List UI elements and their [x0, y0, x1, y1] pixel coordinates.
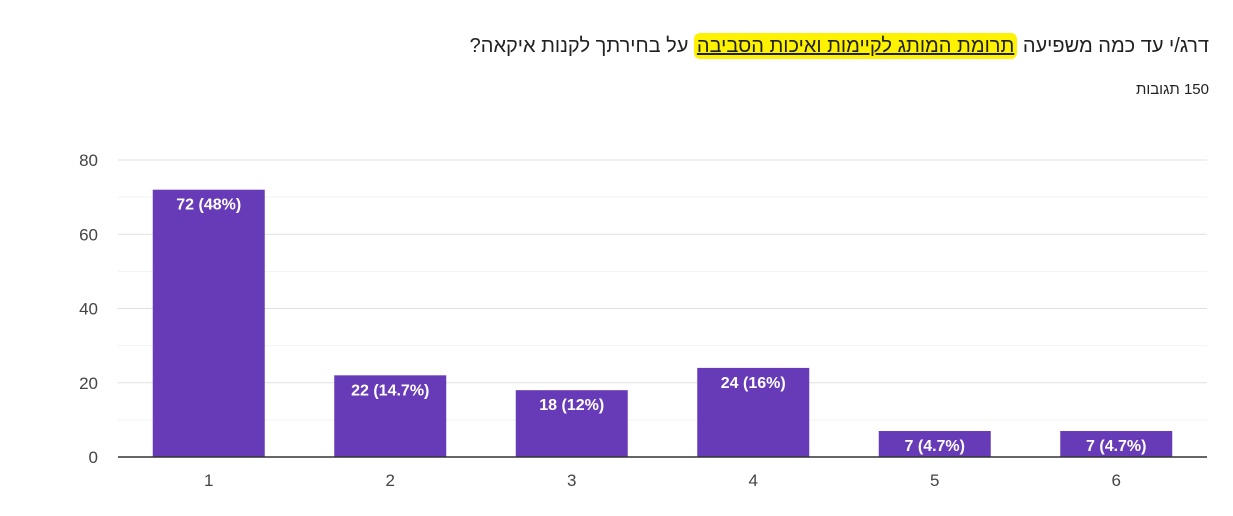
y-tick-label: 60 — [79, 225, 98, 244]
y-tick-label: 40 — [79, 300, 98, 319]
data-labels: 72 (48%) 22 (14.7%) 18 (12%) 24 (16%) 7 (4.7… — [176, 197, 1146, 455]
x-tick-label: 4 — [749, 471, 758, 490]
x-axis-ticks: 1 2 3 4 5 6 — [204, 471, 1121, 490]
y-tick-label: 0 — [89, 448, 98, 467]
data-label-6: 7 (4.7%) — [1086, 438, 1146, 455]
x-tick-label: 3 — [567, 471, 576, 490]
data-label-1: 72 (48%) — [176, 197, 241, 214]
x-tick-label: 2 — [386, 471, 395, 490]
grid-layer — [118, 159, 1207, 421]
x-tick-label: 1 — [204, 471, 213, 490]
y-tick-label: 80 — [79, 151, 98, 170]
data-label-2: 22 (14.7%) — [351, 382, 429, 399]
bar-5 — [878, 431, 991, 457]
bars — [152, 189, 1173, 457]
x-tick-label: 5 — [930, 471, 939, 490]
question-prefix: דרג/י עד כמה משפיעה — [1017, 35, 1209, 57]
data-label-5: 7 (4.7%) — [905, 438, 965, 455]
question-highlight: תרומת המותג לקיימות ואיכות הסביבה — [693, 33, 1018, 59]
question-title: דרג/י עד כמה משפיעה תרומת המותג לקיימות … — [470, 32, 1209, 60]
responses-count: 150 תגובות — [1135, 81, 1209, 98]
bar-2 — [334, 375, 447, 457]
bar-6 — [1060, 431, 1173, 457]
x-tick-label: 6 — [1112, 471, 1121, 490]
bar-4 — [697, 367, 810, 457]
data-label-4: 24 (16%) — [721, 375, 786, 392]
data-label-3: 18 (12%) — [539, 397, 604, 414]
bar-1 — [152, 189, 265, 457]
bar-3 — [515, 390, 628, 457]
y-axis-ticks: 0 20 40 60 80 — [79, 151, 98, 467]
question-suffix: על בחירתך לקנות איקאה? — [469, 35, 694, 57]
y-tick-label: 20 — [79, 374, 98, 393]
